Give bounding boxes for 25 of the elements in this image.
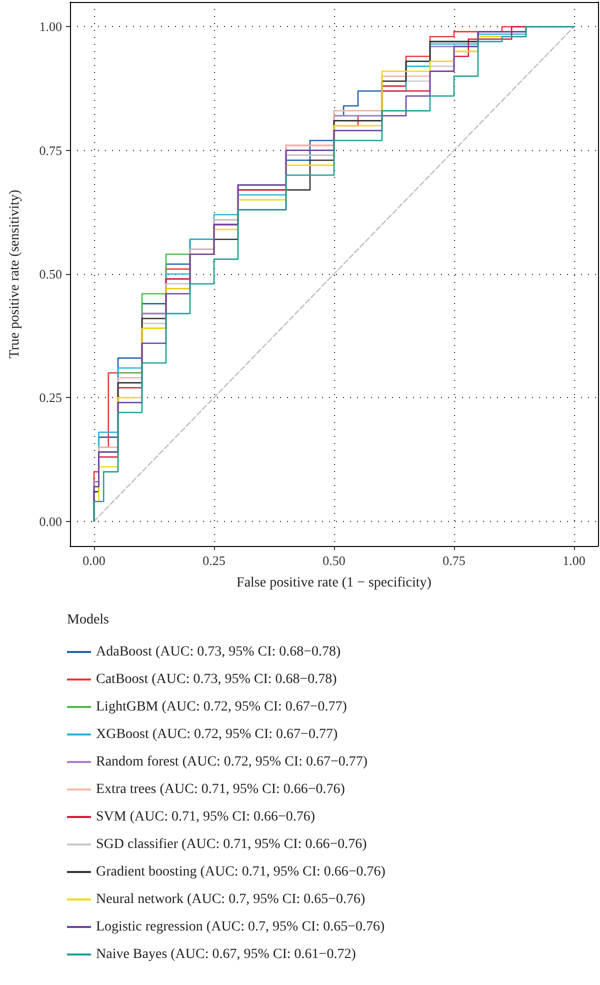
legend-label: CatBoost (AUC: 0.73, 95% CI: 0.68−0.78) (96, 672, 338, 687)
y-tick-label: 0.75 (39, 142, 62, 158)
y-tick-label: 0.00 (39, 514, 62, 529)
legend-label: XGBoost (AUC: 0.72, 95% CI: 0.67−0.77) (96, 727, 338, 742)
x-tick-label: 0.00 (82, 553, 106, 568)
legend-label: LightGBM (AUC: 0.72, 95% CI: 0.67−0.77) (96, 700, 348, 714)
legend-label: Neural network (AUC: 0.7, 95% CI: 0.65−0.76) (96, 892, 366, 907)
legend-title: Models (67, 612, 109, 628)
x-tick-label: 0.25 (202, 553, 226, 568)
legend-label: SVM (AUC: 0.71, 95% CI: 0.66−0.76) (96, 810, 316, 824)
legend-label: Logistic regression (AUC: 0.7, 95% CI: 0.65−0.76) (96, 920, 385, 934)
x-tick-label: 1.00 (562, 553, 586, 568)
x-tick-label: 0.50 (322, 553, 346, 568)
legend-label: SGD classifier (AUC: 0.71, 95% CI: 0.66−0.76) (96, 837, 368, 852)
legend-label: Gradient boosting (AUC: 0.71, 95% CI: 0.66−0.76) (96, 864, 386, 880)
legend-label: Random forest (AUC: 0.72, 95% CI: 0.67−0.77) (96, 754, 368, 770)
y-tick-label: 1.00 (39, 19, 62, 34)
x-axis-title: False positive rate (1 − specificity) (236, 576, 432, 590)
legend-label: Extra trees (AUC: 0.71, 95% CI: 0.66−0.76) (96, 782, 346, 797)
y-tick-label: 0.50 (39, 266, 62, 282)
legend-label: AdaBoost (AUC: 0.73, 95% CI: 0.68−0.78) (96, 644, 342, 660)
x-tick-label: 0.75 (442, 553, 466, 568)
y-tick-label: 0.25 (39, 390, 62, 406)
legend-label: Naive Bayes (AUC: 0.67, 95% CI: 0.61−0.72) (96, 947, 356, 962)
y-axis-title: True positive rate (sensitivity) (8, 189, 22, 358)
